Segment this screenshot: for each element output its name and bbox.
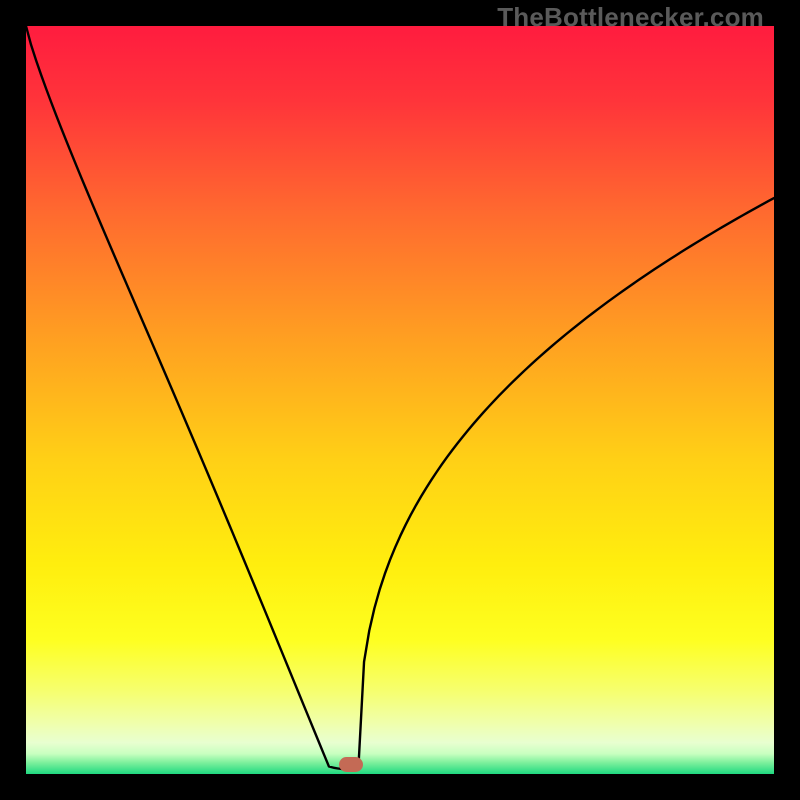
chart-frame: TheBottlenecker.com bbox=[0, 0, 800, 800]
watermark-text: TheBottlenecker.com bbox=[497, 2, 764, 33]
border-right bbox=[774, 0, 800, 800]
curve-path bbox=[26, 26, 774, 769]
border-bottom bbox=[0, 774, 800, 800]
border-left bbox=[0, 0, 26, 800]
optimum-marker bbox=[339, 757, 363, 772]
bottleneck-curve bbox=[0, 0, 800, 800]
